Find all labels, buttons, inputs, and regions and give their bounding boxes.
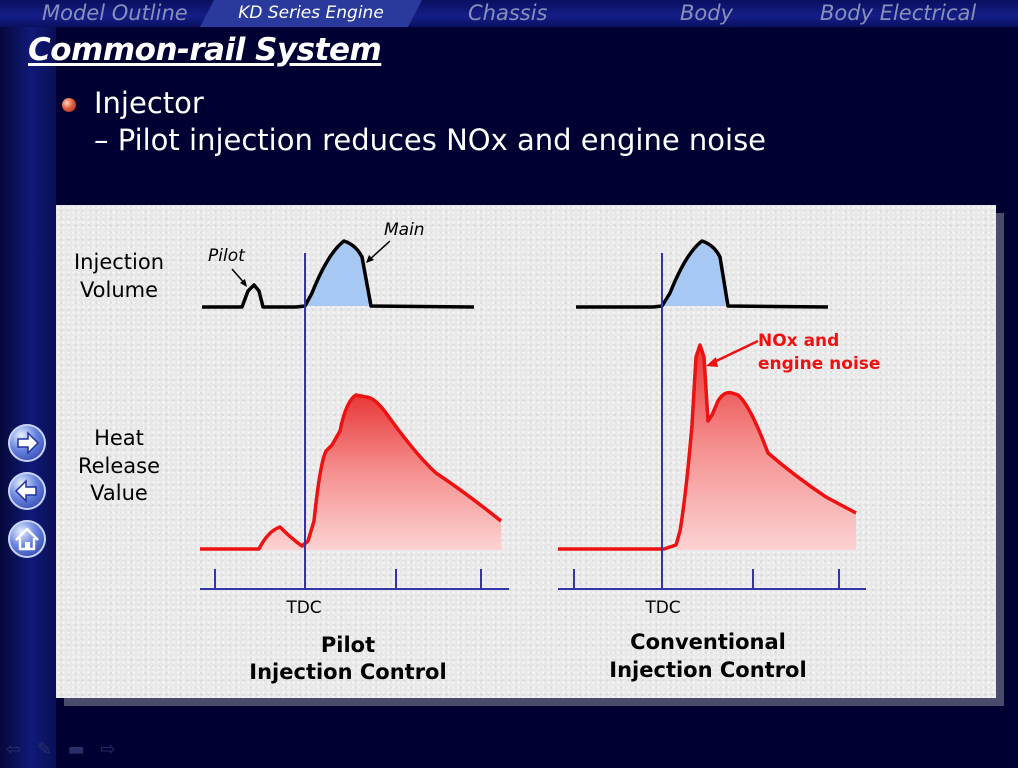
screen-icon[interactable]: ▬: [67, 739, 85, 760]
pilot-arrowhead: [240, 279, 247, 287]
next-icon[interactable]: ⇨: [100, 739, 116, 760]
home-button[interactable]: [8, 520, 46, 558]
nox-label-2: engine noise: [758, 354, 880, 374]
tab-kd-series-engine[interactable]: KD Series Engine: [200, 0, 422, 27]
prev-icon[interactable]: ⇦: [6, 739, 22, 760]
main-injection-fill-left: [305, 241, 371, 306]
tdc-label-left: TDC: [285, 598, 321, 618]
injection-volume-label-1: Injection: [74, 250, 164, 274]
next-slide-button[interactable]: [8, 424, 46, 462]
bullet-icon: [62, 98, 76, 112]
tab-body-electrical[interactable]: Body Electrical: [820, 1, 977, 25]
heat-release-label-2: Release: [78, 454, 160, 478]
heat-release-fill-left: [259, 395, 501, 550]
nox-arrow: [711, 339, 759, 365]
caption-left-2: Injection Control: [249, 660, 446, 684]
injection-curve-right: [576, 239, 829, 309]
main-arrowhead: [366, 255, 374, 263]
bullet-pilot-injection: – Pilot injection reduces NOx and engine…: [94, 123, 767, 157]
injection-diagram: Injection Volume Heat Release Value Pilo…: [74, 220, 880, 684]
next-arrow-icon: [17, 431, 40, 455]
tdc-label-right: TDC: [644, 598, 680, 618]
pilot-label: Pilot: [208, 246, 246, 266]
slide-title: Common-rail System: [28, 32, 382, 68]
bullet-injector: Injector: [94, 86, 204, 120]
heat-release-label-1: Heat: [94, 426, 144, 450]
tab-body[interactable]: Body: [680, 1, 734, 25]
diagram-panel: Injection Volume Heat Release Value Pilo…: [56, 205, 996, 698]
main-label: Main: [384, 220, 425, 240]
tab-chassis[interactable]: Chassis: [468, 1, 548, 25]
caption-right-2: Injection Control: [609, 658, 806, 682]
nox-arrowhead: [706, 357, 718, 367]
prev-slide-button[interactable]: [8, 472, 46, 510]
heat-release-label-3: Value: [90, 481, 148, 505]
heat-release-fill-right: [676, 345, 856, 550]
footer-toolbar: ⇦ ✎ ▬ ⇨: [6, 739, 126, 760]
injection-curve-left: [202, 239, 475, 309]
tab-model-outline[interactable]: Model Outline: [42, 1, 188, 25]
top-nav-bar: Model Outline KD Series Engine Chassis B…: [0, 0, 1018, 27]
nox-label-1: NOx and: [758, 331, 839, 351]
pen-icon[interactable]: ✎: [36, 739, 52, 760]
heat-release-curve-right: [558, 343, 857, 551]
heat-release-curve-left: [200, 393, 503, 551]
caption-right-1: Conventional: [630, 630, 786, 654]
injection-volume-label-2: Volume: [80, 278, 158, 302]
home-icon: [15, 527, 39, 551]
main-injection-fill-right: [662, 241, 728, 306]
left-sidebar: [0, 0, 56, 768]
back-arrow-icon: [14, 479, 37, 503]
caption-left-1: Pilot: [321, 633, 375, 657]
